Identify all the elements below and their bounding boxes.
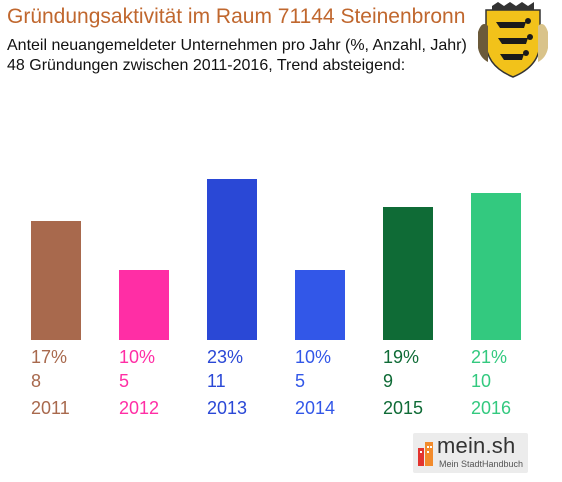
bar-2011: [31, 221, 81, 340]
mein-sh-logo: mein.sh Mein StadtHandbuch: [413, 433, 528, 473]
bar-2014: [295, 270, 345, 340]
bar-2012: [119, 270, 169, 340]
percent-label-2015: 19%: [383, 347, 419, 367]
chart-subtitle: Anteil neuangemeldeter Unternehmen pro J…: [7, 37, 467, 54]
year-label-2012: 2012: [119, 398, 159, 418]
year-label-2014: 2014: [295, 398, 335, 418]
year-label-2016: 2016: [471, 398, 511, 418]
coat-of-arms-icon: [478, 2, 548, 78]
chart-title: Gründungsaktivität im Raum 71144 Steinen…: [7, 5, 466, 28]
count-label-2013: 11: [207, 371, 226, 391]
year-label-2013: 2013: [207, 398, 247, 418]
year-label-2011: 2011: [31, 398, 70, 418]
count-label-2015: 9: [383, 371, 393, 391]
percent-label-2012: 10%: [119, 347, 155, 367]
count-label-2012: 5: [119, 371, 129, 391]
logo-name: mein.sh: [437, 433, 516, 458]
city-icon: [418, 442, 433, 466]
bar-2013: [207, 179, 257, 340]
percent-label-2011: 17%: [31, 347, 67, 367]
count-label-2016: 10: [471, 371, 491, 391]
percent-label-2016: 21%: [471, 347, 507, 367]
count-label-2011: 8: [31, 371, 41, 391]
logo-tagline: Mein StadtHandbuch: [439, 459, 524, 469]
chart-summary: 48 Gründungen zwischen 2011-2016, Trend …: [7, 57, 406, 74]
percent-label-2013: 23%: [207, 347, 243, 367]
bar-2015: [383, 207, 433, 340]
percent-label-2014: 10%: [295, 347, 331, 367]
year-label-2015: 2015: [383, 398, 423, 418]
bar-2016: [471, 193, 521, 340]
count-label-2014: 5: [295, 371, 305, 391]
